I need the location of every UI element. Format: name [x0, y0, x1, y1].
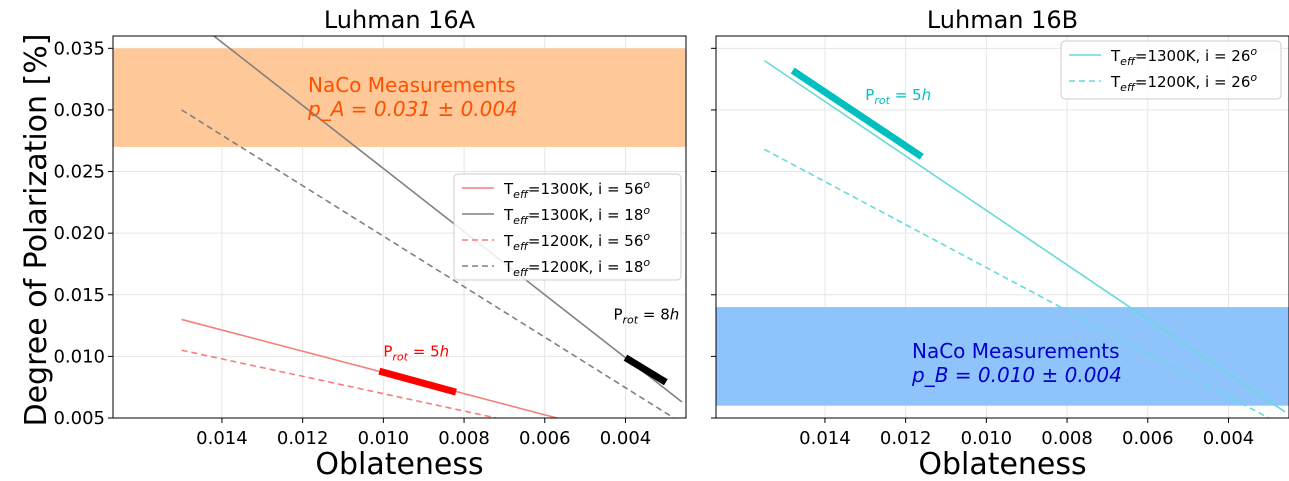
y-tick-label: 0.035	[53, 38, 105, 59]
legend-box	[1060, 40, 1282, 100]
x-tick-label: 0.014	[196, 428, 248, 449]
legend-main: T	[503, 206, 514, 224]
annotation-main: P	[613, 305, 622, 323]
series-line	[181, 349, 497, 418]
band-label-title: NaCo Measurements	[912, 339, 1120, 363]
annotation-sub: rot	[392, 350, 408, 363]
annotation-sub: rot	[874, 94, 890, 107]
rotation-period-label: Prot = 5h	[383, 342, 449, 363]
band-label-value: p_B = 0.010 ± 0.004	[911, 363, 1122, 387]
x-tick-label: 0.010	[358, 428, 410, 449]
legend-sup: o	[1250, 45, 1257, 58]
series-line	[763, 59, 1286, 413]
plot-area	[113, 36, 686, 418]
y-tick-label: 0.025	[53, 162, 105, 183]
x-tick-label: 0.008	[1041, 428, 1093, 449]
x-tick-label: 0.004	[600, 428, 652, 449]
y-tick-label: 0.010	[53, 346, 105, 367]
legend-sup: o	[643, 230, 650, 243]
y-tick-label: 0.020	[53, 223, 105, 244]
annotation-unit: h	[922, 86, 932, 104]
y-tick-label: 0.015	[53, 285, 105, 306]
x-tick-label: 0.004	[1203, 428, 1255, 449]
legend-main: T	[503, 180, 514, 198]
band-label-value: p_A = 0.031 ± 0.004	[307, 97, 518, 121]
measurement-band	[113, 48, 686, 147]
legend-rest: =1200K, i = 26	[1135, 73, 1250, 91]
rotation-highlight	[790, 67, 924, 160]
band-label-title: NaCo Measurements	[308, 73, 516, 97]
x-tick-label: 0.012	[880, 428, 932, 449]
annotation-main: P	[865, 86, 874, 104]
legend-sub: eff	[1120, 81, 1136, 94]
legend-rest: =1300K, i = 56	[528, 180, 643, 198]
legend-sub: eff	[513, 188, 529, 201]
panel-title: Luhman 16A	[324, 6, 476, 34]
legend-sub: eff	[1120, 55, 1136, 68]
x-tick-label: 0.014	[799, 428, 851, 449]
legend-entry: Teff=1300K, i = 26o	[1110, 45, 1257, 68]
y-tick-label: 0.005	[53, 408, 105, 429]
legend-main: T	[503, 258, 514, 276]
legend-rest: =1200K, i = 56	[528, 232, 643, 250]
x-axis-label: Oblateness	[315, 447, 483, 481]
legend-rest: =1300K, i = 26	[1135, 47, 1250, 65]
legend-sub: eff	[513, 240, 529, 253]
series-line	[181, 318, 558, 418]
x-tick-label: 0.006	[519, 428, 571, 449]
legend-entry: Teff=1200K, i = 26o	[1110, 71, 1257, 94]
panel-title: Luhman 16B	[927, 6, 1078, 34]
legend-entry: Teff=1300K, i = 56o	[503, 178, 650, 201]
measurement-band	[716, 307, 1289, 406]
x-tick-label: 0.008	[438, 428, 490, 449]
rotation-highlight	[378, 367, 457, 396]
x-tick-label: 0.012	[277, 428, 329, 449]
legend-sup: o	[1250, 71, 1257, 84]
series-line	[213, 36, 683, 403]
legend-main: T	[1110, 47, 1121, 65]
legend-entry: Teff=1300K, i = 18o	[503, 204, 650, 227]
annotation-main: P	[383, 342, 392, 360]
plot-area	[716, 59, 1289, 418]
legend-sup: o	[643, 178, 650, 191]
rotation-highlight	[623, 354, 668, 386]
x-tick-label: 0.006	[1122, 428, 1174, 449]
rotation-period-label: Prot = 5h	[865, 86, 931, 107]
legend-main: T	[503, 232, 514, 250]
annotation-unit: h	[440, 342, 450, 360]
axes-frame	[715, 35, 1289, 419]
legend-sub: eff	[513, 266, 529, 279]
legend-rest: =1200K, i = 18	[528, 258, 643, 276]
annotation-sub: rot	[623, 313, 639, 326]
annotation-rest: = 8	[638, 305, 670, 323]
legend-sup: o	[643, 256, 650, 269]
x-axis-label: Oblateness	[918, 447, 1086, 481]
legend-main: T	[1110, 73, 1121, 91]
legend-rest: =1300K, i = 18	[528, 206, 643, 224]
annotation-unit: h	[670, 305, 680, 323]
legend-sup: o	[643, 204, 650, 217]
legend-sub: eff	[513, 214, 529, 227]
legend-entry: Teff=1200K, i = 56o	[503, 230, 650, 253]
y-tick-label: 0.030	[53, 100, 105, 121]
series-line	[181, 109, 675, 418]
series-line	[764, 148, 1270, 418]
x-tick-label: 0.010	[961, 428, 1013, 449]
legend-box	[453, 173, 682, 281]
y-axis-label: Degree of Polarization [%]	[19, 34, 54, 427]
axes-frame	[112, 35, 687, 419]
annotation-rest: = 5	[408, 342, 440, 360]
rotation-period-label: Prot = 8h	[613, 305, 679, 326]
annotation-rest: = 5	[890, 86, 922, 104]
legend-entry: Teff=1200K, i = 18o	[503, 256, 650, 279]
